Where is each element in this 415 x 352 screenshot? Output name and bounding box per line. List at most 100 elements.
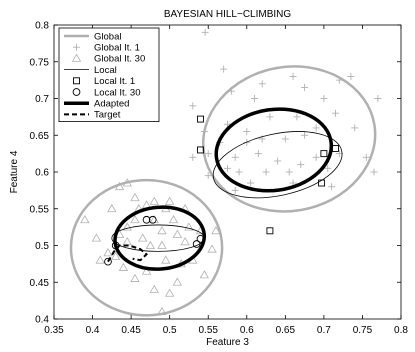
point-global-it-30 bbox=[149, 284, 159, 294]
point-global-it-30 bbox=[164, 288, 175, 297]
point-global-it-1 bbox=[285, 168, 293, 176]
point-global-it-1 bbox=[351, 124, 359, 132]
legend-marker bbox=[73, 77, 80, 85]
point-local-it-1 bbox=[266, 227, 274, 235]
point-global-it-1 bbox=[235, 168, 243, 176]
point-global-it-1 bbox=[312, 153, 320, 161]
point-global-it-1 bbox=[293, 113, 301, 121]
x-tick-label: 0.6 bbox=[240, 325, 254, 336]
x-tick-label: 0.45 bbox=[121, 325, 141, 336]
point-global-it-1 bbox=[266, 113, 274, 121]
point-global-it-30 bbox=[95, 255, 105, 264]
point-global-it-30 bbox=[172, 277, 183, 286]
point-global-it-30 bbox=[91, 233, 102, 242]
y-tick-label: 0.7 bbox=[35, 94, 49, 105]
point-global-it-30 bbox=[130, 273, 140, 282]
point-global-it-1 bbox=[224, 164, 231, 172]
point-global-it-30 bbox=[137, 233, 148, 242]
point-global-it-30 bbox=[107, 203, 117, 213]
point-global-it-1 bbox=[243, 139, 251, 147]
point-global-it-30 bbox=[199, 270, 210, 279]
point-global-it-1 bbox=[289, 72, 297, 80]
point-global-it-30 bbox=[211, 225, 221, 235]
point-global-it-1 bbox=[254, 150, 262, 158]
legend-label: Target bbox=[94, 110, 121, 121]
point-global-it-30 bbox=[207, 244, 217, 253]
legend-label: Local bbox=[94, 65, 117, 76]
point-local-it-30 bbox=[196, 235, 205, 243]
point-global-it-30 bbox=[164, 196, 175, 205]
point-global-it-30 bbox=[149, 196, 159, 205]
point-global-it-1 bbox=[201, 28, 209, 36]
point-local-it-30 bbox=[192, 240, 201, 248]
legend-box bbox=[58, 27, 160, 122]
x-tick-label: 0.55 bbox=[198, 325, 218, 336]
point-global-it-30 bbox=[184, 222, 194, 231]
point-global-it-1 bbox=[362, 153, 370, 161]
point-global-it-1 bbox=[243, 128, 251, 136]
point-global-it-1 bbox=[247, 179, 255, 187]
point-local-it-1 bbox=[320, 150, 328, 158]
y-axis-label: Feature 4 bbox=[9, 150, 20, 193]
point-global-it-30 bbox=[141, 266, 152, 275]
x-tick-label: 0.65 bbox=[276, 325, 296, 336]
point-global-it-30 bbox=[180, 237, 190, 246]
x-tick-label: 0.4 bbox=[86, 325, 100, 336]
point-local-it-1 bbox=[318, 179, 326, 187]
point-local-it-30 bbox=[111, 241, 120, 250]
chart-title: BAYESIAN HILL−CLIMBING bbox=[164, 9, 292, 20]
point-global-it-1 bbox=[189, 102, 197, 110]
y-tick-label: 0.8 bbox=[35, 21, 49, 32]
point-global-it-30 bbox=[161, 255, 171, 264]
legend-marker bbox=[73, 43, 80, 51]
y-tick-label: 0.65 bbox=[30, 131, 50, 142]
point-global-it-1 bbox=[281, 135, 289, 143]
y-tick-label: 0.55 bbox=[30, 204, 50, 215]
legend-label: Global bbox=[94, 31, 121, 42]
point-local-it-1 bbox=[332, 145, 339, 152]
curve-adapted bbox=[113, 205, 207, 271]
axis-ticks: 0.35 0.4 0.45 0.5 0.55 0.6 0.65 0.7 0.75 0.80.40.… bbox=[30, 21, 409, 337]
point-global-it-1 bbox=[312, 124, 320, 132]
legend-label: Local It. 1 bbox=[94, 76, 135, 87]
point-global-it-1 bbox=[224, 120, 231, 128]
point-global-it-1 bbox=[258, 80, 266, 88]
curve-adapted bbox=[214, 107, 334, 193]
point-global-it-1 bbox=[204, 150, 212, 158]
point-local-it-1 bbox=[197, 115, 204, 123]
point-global-it-1 bbox=[335, 150, 343, 158]
point-global-it-30 bbox=[122, 222, 132, 231]
y-tick-label: 0.45 bbox=[30, 278, 50, 289]
point-global-it-30 bbox=[130, 192, 140, 202]
point-global-it-1 bbox=[374, 95, 382, 102]
x-tick-label: 0.35 bbox=[44, 325, 64, 336]
legend-label: Global It. 30 bbox=[94, 54, 145, 65]
point-global-it-30 bbox=[172, 229, 183, 238]
point-global-it-1 bbox=[297, 161, 305, 169]
legend-label: Adapted bbox=[94, 99, 129, 110]
point-global-it-1 bbox=[204, 172, 212, 180]
y-tick-label: 0.6 bbox=[35, 168, 49, 179]
plot-area bbox=[69, 28, 382, 317]
point-global-it-30 bbox=[157, 225, 167, 235]
x-tick-label: 0.8 bbox=[394, 325, 408, 336]
point-global-it-1 bbox=[370, 168, 378, 176]
curve-local bbox=[111, 224, 205, 252]
legend-label: Global It. 1 bbox=[94, 43, 140, 54]
point-global-it-1 bbox=[220, 65, 228, 73]
x-tick-label: 0.5 bbox=[163, 325, 177, 336]
point-global-it-1 bbox=[301, 83, 309, 91]
point-global-it-30 bbox=[145, 240, 156, 249]
legend-marker bbox=[72, 88, 81, 96]
point-global-it-30 bbox=[118, 262, 129, 271]
point-global-it-1 bbox=[189, 153, 197, 161]
point-global-it-1 bbox=[347, 72, 355, 80]
point-global-it-1 bbox=[331, 109, 339, 117]
point-global-it-30 bbox=[157, 240, 167, 249]
curve-global bbox=[201, 65, 377, 213]
point-global-it-30 bbox=[168, 214, 179, 224]
point-global-it-1 bbox=[301, 131, 309, 139]
curve-local bbox=[212, 131, 343, 199]
x-axis-label: Feature 3 bbox=[206, 337, 249, 348]
